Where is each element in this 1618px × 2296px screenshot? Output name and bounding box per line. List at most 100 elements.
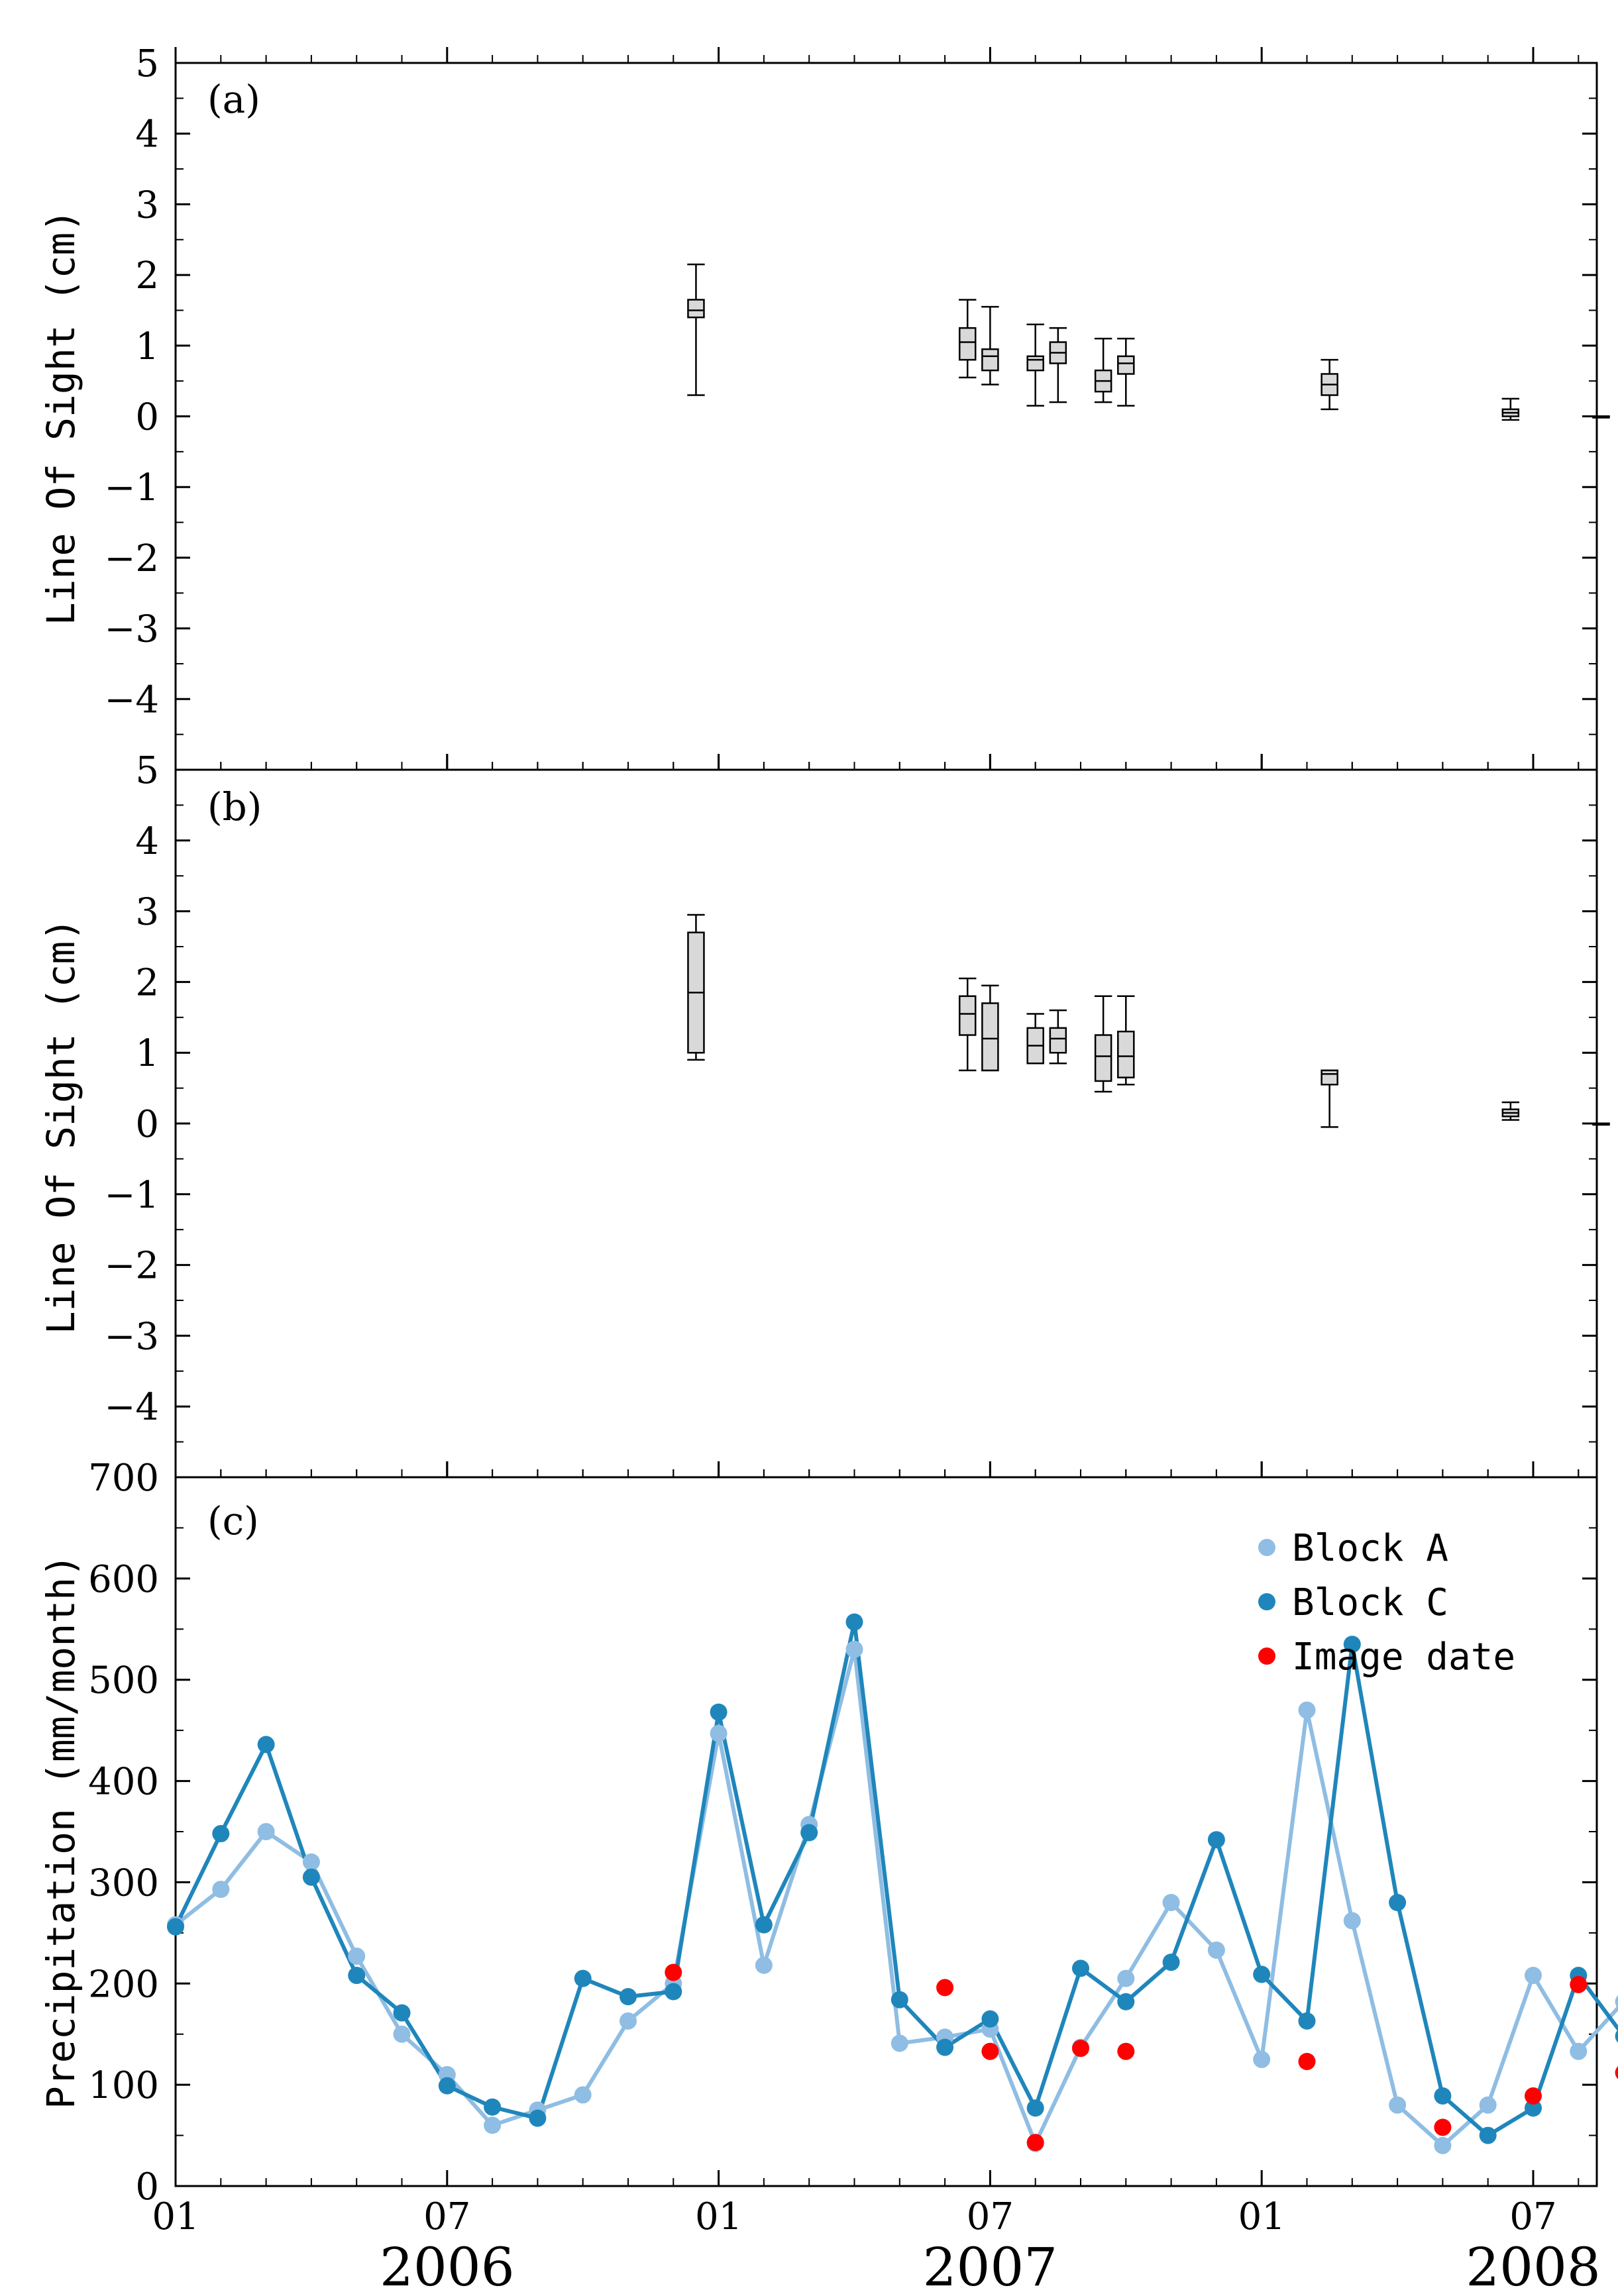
y-tick-label: 0 bbox=[135, 396, 159, 439]
data-point-block-a bbox=[302, 1853, 320, 1871]
data-point-block-a bbox=[1117, 1969, 1135, 1987]
y-tick-label: −2 bbox=[104, 1245, 159, 1288]
y-tick-label: 2 bbox=[135, 254, 159, 297]
data-point-block-c bbox=[302, 1868, 320, 1886]
data-point-block-a bbox=[257, 1823, 275, 1840]
image-date-point bbox=[936, 1979, 954, 1997]
box-iqr bbox=[687, 299, 705, 319]
y-tick-label: −3 bbox=[104, 608, 159, 651]
panel-label: (c) bbox=[207, 1498, 259, 1543]
x-tick-label-month: 07 bbox=[1509, 2195, 1556, 2238]
data-point-block-c bbox=[529, 2109, 547, 2127]
box-plot bbox=[1117, 337, 1135, 407]
x-tick-label-month: 01 bbox=[695, 2195, 742, 2238]
panel-b-line-of-sight: 5 4 3 2 1 0 −1 −2 −3 −4 (b) Line Of Sight (cm) bbox=[38, 749, 1610, 1479]
panel-label: (a) bbox=[207, 77, 260, 122]
image-date-point bbox=[1570, 1975, 1588, 1993]
data-point-block-c bbox=[438, 2077, 456, 2095]
box-plot bbox=[687, 263, 705, 396]
data-point-block-a bbox=[1525, 1967, 1542, 1985]
data-point-block-c bbox=[890, 1991, 908, 2009]
image-date-point bbox=[1615, 2066, 1618, 2079]
box-iqr bbox=[981, 348, 999, 372]
image-date-point bbox=[1072, 2040, 1089, 2058]
panel-a-line-of-sight: 5 4 3 2 1 0 −1 −2 −3 −4 (a) Line Of Sight (cm) bbox=[38, 42, 1610, 771]
data-point-block-c bbox=[1162, 1954, 1180, 1971]
box-plot bbox=[981, 305, 999, 386]
legend-label: Block C bbox=[1292, 1581, 1448, 1624]
y-tick-label: 3 bbox=[135, 183, 159, 227]
y-tick-label: −1 bbox=[104, 466, 159, 509]
data-point-block-c bbox=[348, 1967, 366, 1985]
plot-frame bbox=[174, 768, 1598, 1479]
data-point-block-c bbox=[167, 1918, 184, 1936]
x-tick-label-year: 2007 bbox=[923, 2236, 1058, 2296]
data-point-block-c bbox=[1389, 1894, 1407, 1911]
image-date-point bbox=[1026, 2134, 1044, 2152]
data-point-block-c bbox=[1479, 2126, 1497, 2144]
box-plot bbox=[1321, 1069, 1338, 1128]
y-tick-label: 5 bbox=[135, 749, 159, 792]
data-point-block-a bbox=[1615, 1995, 1618, 2009]
y-tick-label: 600 bbox=[88, 1558, 159, 1601]
box-plot bbox=[687, 913, 705, 1061]
box-iqr bbox=[959, 327, 977, 361]
panel-c-precipitation: 700 600 500 400 300 200 100 0 (c) Precipitation (… bbox=[38, 1457, 1618, 2209]
y-axis-title: Line Of Sight (cm) bbox=[38, 918, 83, 1335]
box-iqr bbox=[981, 1002, 999, 1072]
y-tick-label: 4 bbox=[135, 113, 159, 156]
y-axis-title: Line Of Sight (cm) bbox=[38, 209, 83, 626]
data-point-block-c bbox=[1615, 2030, 1618, 2043]
data-point-block-a bbox=[1207, 1941, 1225, 1959]
image-date-point bbox=[981, 2042, 999, 2060]
x-tick-label-year: 2008 bbox=[1466, 2236, 1601, 2296]
data-point-block-a bbox=[710, 1724, 728, 1742]
data-point-block-a bbox=[1570, 2042, 1588, 2060]
image-date-point bbox=[1117, 2042, 1135, 2060]
data-point-block-a bbox=[348, 1948, 366, 1965]
legend-marker bbox=[1258, 1647, 1275, 1665]
y-tick-label: 400 bbox=[88, 1761, 159, 1804]
data-point-block-a bbox=[1343, 1912, 1361, 1930]
x-tick-label-month: 01 bbox=[152, 2195, 199, 2238]
box-iqr bbox=[1117, 1030, 1135, 1078]
y-tick-label: −2 bbox=[104, 537, 159, 580]
data-point-block-a bbox=[393, 2025, 411, 2043]
data-point-block-a bbox=[484, 2116, 502, 2134]
y-tick-label: −4 bbox=[104, 678, 159, 721]
data-point-block-c bbox=[484, 2098, 502, 2116]
data-point-block-c bbox=[257, 1736, 275, 1753]
data-point-block-a bbox=[755, 1956, 773, 1974]
box-plot bbox=[1094, 995, 1112, 1093]
box-plot bbox=[1501, 397, 1520, 421]
box-plot bbox=[959, 299, 977, 379]
y-tick-label: 100 bbox=[88, 2064, 159, 2107]
image-date-point bbox=[1298, 2052, 1316, 2070]
y-tick-label: 700 bbox=[88, 1457, 159, 1500]
box-plot bbox=[1117, 995, 1135, 1086]
data-point-block-c bbox=[665, 1983, 682, 2001]
box-plot bbox=[1592, 415, 1610, 419]
y-tick-label: 200 bbox=[88, 1963, 159, 2006]
shared-x-axis: 0107010701070107010720062007200820092010 bbox=[152, 2195, 1601, 2296]
y-tick-label: 5 bbox=[135, 42, 159, 85]
data-point-block-c bbox=[1026, 2099, 1044, 2117]
box-iqr bbox=[1117, 355, 1135, 375]
data-point-block-a bbox=[1389, 2096, 1407, 2114]
x-tick-label-month: 07 bbox=[967, 2195, 1014, 2238]
image-date-point bbox=[1434, 2118, 1452, 2136]
data-point-block-c bbox=[620, 1988, 637, 2006]
data-point-block-c bbox=[212, 1825, 230, 1843]
data-point-block-a bbox=[574, 2086, 592, 2104]
y-tick-label: 300 bbox=[88, 1861, 159, 1905]
data-point-block-a bbox=[1434, 2136, 1452, 2154]
box-plot bbox=[959, 977, 977, 1072]
x-tick-label-month: 01 bbox=[1238, 2195, 1285, 2238]
legend-marker bbox=[1258, 1539, 1275, 1556]
data-point-block-c bbox=[1117, 1993, 1135, 2010]
data-point-block-c bbox=[755, 1916, 773, 1934]
data-point-block-c bbox=[710, 1703, 728, 1721]
series-line-block-c bbox=[174, 1620, 1618, 2138]
legend-marker bbox=[1258, 1593, 1275, 1610]
